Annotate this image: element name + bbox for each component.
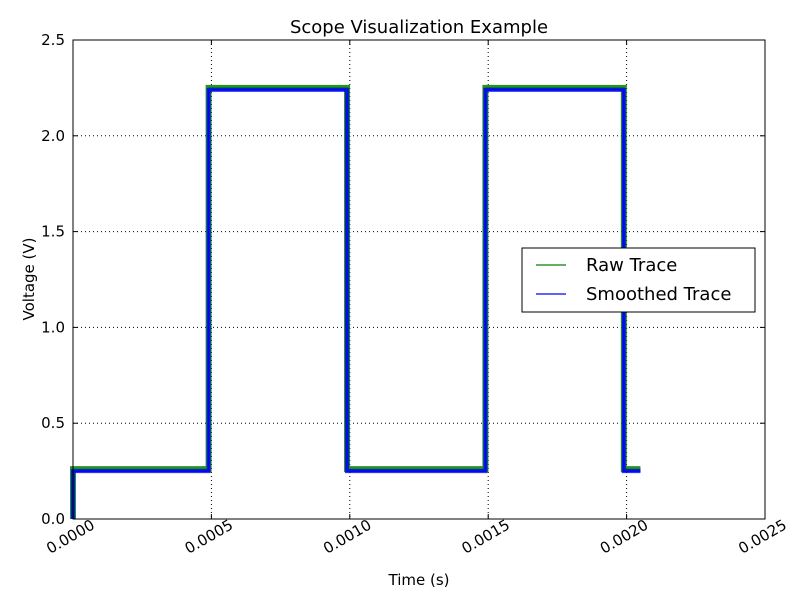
legend-label-raw: Raw Trace bbox=[586, 255, 677, 276]
chart-title: Scope Visualization Example bbox=[290, 17, 548, 38]
series-line-smoothed bbox=[72, 89, 641, 519]
ticks bbox=[72, 39, 766, 520]
legend: Raw Trace Smoothed Trace bbox=[521, 247, 756, 313]
series-layer bbox=[70, 84, 641, 519]
x-axis-label: Time (s) bbox=[388, 571, 450, 589]
y-tick-label: 1.5 bbox=[41, 223, 65, 241]
plot-frame bbox=[72, 39, 766, 520]
y-tick-label: 0.0 bbox=[41, 510, 65, 528]
y-tick-labels: 0.0 0.5 1.0 1.5 2.0 2.5 bbox=[41, 31, 65, 528]
grid bbox=[73, 40, 765, 519]
y-axis-label: Voltage (V) bbox=[20, 238, 38, 321]
y-tick-label: 1.0 bbox=[41, 318, 65, 336]
y-tick-label: 2.5 bbox=[41, 31, 65, 49]
y-tick-label: 2.0 bbox=[41, 127, 65, 145]
legend-box bbox=[521, 247, 756, 313]
legend-label-smoothed: Smoothed Trace bbox=[586, 284, 731, 305]
y-tick-label: 0.5 bbox=[41, 414, 65, 432]
